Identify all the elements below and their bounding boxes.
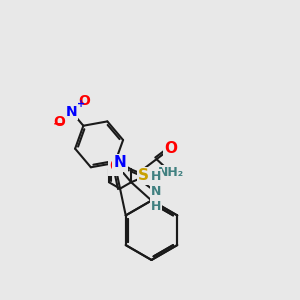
Text: O: O xyxy=(78,94,90,108)
Text: +: + xyxy=(76,99,85,109)
Text: O: O xyxy=(164,141,177,156)
Text: N: N xyxy=(66,105,77,119)
Text: −: − xyxy=(52,118,63,130)
Text: H
N
H: H N H xyxy=(151,170,161,213)
Text: O: O xyxy=(53,115,65,129)
Text: O: O xyxy=(109,159,122,174)
Text: S: S xyxy=(138,168,149,183)
Text: N: N xyxy=(114,155,126,170)
Text: NH₂: NH₂ xyxy=(158,166,184,179)
